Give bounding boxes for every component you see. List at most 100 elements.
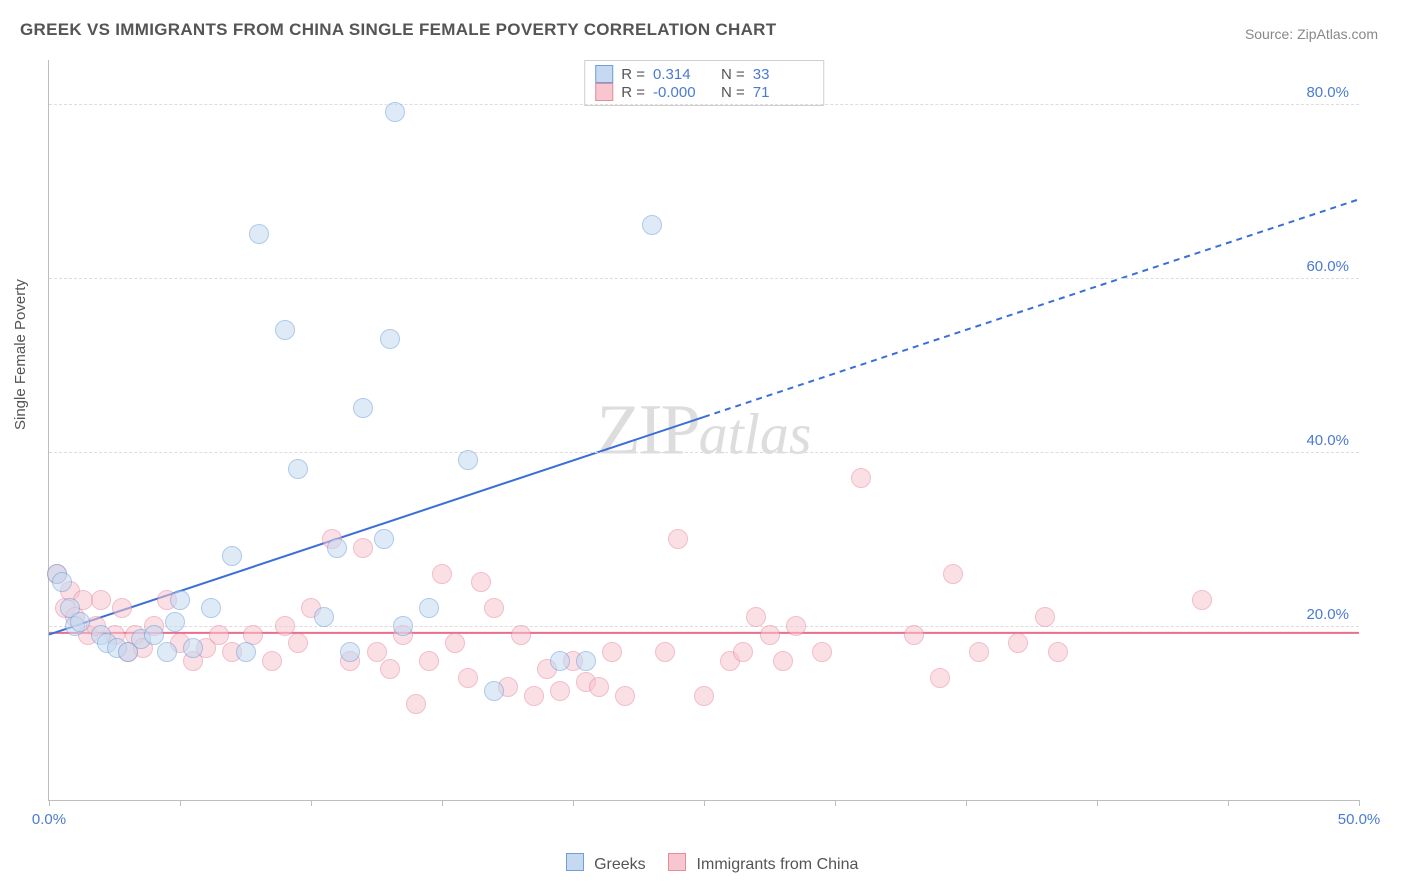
greeks-marker [288, 459, 308, 479]
legend-N-label: N = [721, 84, 745, 101]
immigrants-marker [91, 590, 111, 610]
immigrants-marker [1008, 633, 1028, 653]
immigrants-marker [615, 686, 635, 706]
y-tick-label: 80.0% [1306, 84, 1349, 101]
immigrants-marker [668, 529, 688, 549]
legend-R-value-greeks: 0.314 [653, 66, 713, 83]
gridline [49, 452, 1359, 453]
chart-title: GREEK VS IMMIGRANTS FROM CHINA SINGLE FE… [20, 20, 776, 40]
immigrants-marker [275, 616, 295, 636]
watermark: ZIPatlas [597, 389, 812, 472]
immigrants-marker [1035, 607, 1055, 627]
immigrants-marker [209, 625, 229, 645]
greeks-marker [374, 529, 394, 549]
immigrants-marker [943, 564, 963, 584]
immigrants-marker [432, 564, 452, 584]
immigrants-marker [550, 681, 570, 701]
immigrants-marker [602, 642, 622, 662]
immigrants-marker [851, 468, 871, 488]
x-tick [1359, 800, 1360, 806]
greeks-marker [183, 638, 203, 658]
greeks-marker [157, 642, 177, 662]
immigrants-marker [694, 686, 714, 706]
immigrants-marker [733, 642, 753, 662]
legend-swatch-immigrants-icon [668, 853, 686, 871]
greeks-marker [458, 450, 478, 470]
x-tick [1228, 800, 1229, 806]
immigrants-marker [471, 572, 491, 592]
immigrants-marker [112, 598, 132, 618]
immigrants-marker [524, 686, 544, 706]
immigrants-marker [773, 651, 793, 671]
trend-line-dashed [704, 199, 1359, 417]
legend-swatch-immigrants [595, 83, 613, 101]
x-tick [311, 800, 312, 806]
gridline [49, 104, 1359, 105]
greeks-marker [70, 612, 90, 632]
immigrants-marker [1048, 642, 1068, 662]
greeks-marker [393, 616, 413, 636]
watermark-zip: ZIP [597, 390, 699, 470]
x-tick-label: 50.0% [1338, 811, 1381, 828]
greeks-marker [419, 598, 439, 618]
series-legend: Greeks Immigrants from China [0, 853, 1406, 874]
immigrants-marker [760, 625, 780, 645]
legend-label-greeks: Greeks [594, 856, 646, 873]
immigrants-marker [380, 659, 400, 679]
legend-R-value-immigrants: -0.000 [653, 84, 713, 101]
immigrants-marker [262, 651, 282, 671]
x-tick [180, 800, 181, 806]
greeks-marker [275, 320, 295, 340]
watermark-atlas: atlas [699, 402, 812, 467]
immigrants-marker [812, 642, 832, 662]
immigrants-marker [969, 642, 989, 662]
immigrants-marker [786, 616, 806, 636]
immigrants-marker [1192, 590, 1212, 610]
greeks-marker [165, 612, 185, 632]
greeks-marker [52, 572, 72, 592]
x-tick [704, 800, 705, 806]
legend-N-label: N = [721, 66, 745, 83]
x-tick-label: 0.0% [32, 811, 66, 828]
legend-N-value-greeks: 33 [753, 66, 813, 83]
immigrants-marker [458, 668, 478, 688]
greeks-marker [201, 598, 221, 618]
legend-label-immigrants: Immigrants from China [697, 856, 859, 873]
greeks-marker [314, 607, 334, 627]
source-label: Source: ZipAtlas.com [1245, 26, 1378, 42]
immigrants-marker [419, 651, 439, 671]
greeks-marker [340, 642, 360, 662]
x-tick [573, 800, 574, 806]
immigrants-marker [288, 633, 308, 653]
greeks-marker [385, 102, 405, 122]
greeks-marker [144, 625, 164, 645]
greeks-marker [327, 538, 347, 558]
immigrants-marker [353, 538, 373, 558]
greeks-marker [380, 329, 400, 349]
greeks-marker [550, 651, 570, 671]
greeks-marker [249, 224, 269, 244]
immigrants-marker [484, 598, 504, 618]
plot-area: ZIPatlas R = 0.314 N = 33 R = -0.000 N =… [48, 60, 1359, 801]
immigrants-marker [930, 668, 950, 688]
x-tick [442, 800, 443, 806]
x-tick [1097, 800, 1098, 806]
immigrants-marker [655, 642, 675, 662]
legend-row-immigrants: R = -0.000 N = 71 [595, 83, 813, 101]
greeks-marker [484, 681, 504, 701]
greeks-marker [576, 651, 596, 671]
y-tick-label: 20.0% [1306, 606, 1349, 623]
trend-line-solid [49, 417, 704, 635]
legend-row-greeks: R = 0.314 N = 33 [595, 65, 813, 83]
greeks-marker [353, 398, 373, 418]
x-tick [966, 800, 967, 806]
immigrants-marker [367, 642, 387, 662]
immigrants-marker [746, 607, 766, 627]
immigrants-marker [445, 633, 465, 653]
immigrants-marker [904, 625, 924, 645]
correlation-legend: R = 0.314 N = 33 R = -0.000 N = 71 [584, 60, 824, 106]
immigrants-marker [589, 677, 609, 697]
legend-swatch-greeks-icon [566, 853, 584, 871]
legend-R-label: R = [621, 66, 645, 83]
legend-R-label: R = [621, 84, 645, 101]
